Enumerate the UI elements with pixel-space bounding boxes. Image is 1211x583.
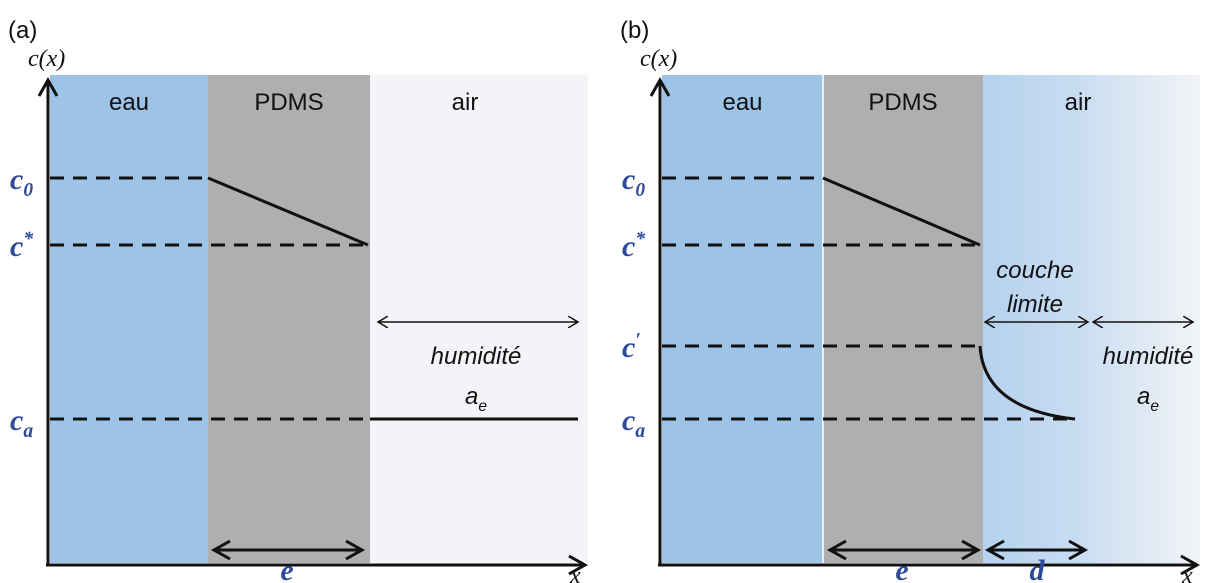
thickness-label: e [895,554,908,583]
panel-label: (b) [620,17,649,44]
region-label: PDMS [868,89,937,116]
level-label-base: c [10,404,23,437]
level-label: c* [622,229,645,263]
region-label: air [452,89,479,116]
humidity-symbol: ae [465,383,487,415]
humidity-symbol-sub: e [478,398,487,415]
y-axis-label: c(x) [28,46,65,72]
level-label-sub: 0 [635,180,645,201]
level-label-base: c [622,163,635,196]
region [823,75,983,563]
level-label: c0 [622,163,645,201]
panel-label: (a) [8,17,37,44]
humidity-label: humidité [431,343,522,370]
level-label: c′ [622,330,641,364]
level-label-base: c [622,404,635,437]
level-label-sub: 0 [23,180,33,201]
region [50,75,208,563]
boundary-profile [978,345,1076,421]
humidity-label: humidité [1103,343,1194,370]
region [370,75,588,563]
boundary-label: limite [1007,291,1063,318]
y-axis-label: c(x) [640,46,677,72]
humidity-symbol: ae [1137,383,1159,415]
level-label-base: c [622,331,635,364]
level-label: ca [622,404,645,442]
level-label: ca [10,404,33,442]
thickness-label: e [280,554,293,583]
region [983,75,1200,563]
level-label-sup: * [635,229,645,250]
humidity-symbol-base: a [1137,383,1150,410]
level-label-base: c [622,230,635,263]
x-axis-label: x [569,563,581,583]
x-axis-label: x [1181,563,1193,583]
panel-b: eau PDMS air(b)c(x)xc0c*c′cacouchelimitehu… [620,17,1201,583]
region-label: eau [109,89,149,116]
level-label-sup: * [23,229,33,250]
level-label-base: c [10,163,23,196]
level-label: c* [10,229,33,263]
region-label: eau [722,89,762,116]
region-label: air [1065,89,1092,116]
pdms-profile [207,176,369,247]
level-label-base: c [10,230,23,263]
humidity-symbol-base: a [465,383,478,410]
level-label-sub: a [635,421,645,442]
pdms-profile [822,176,981,247]
level-label: c0 [10,163,33,201]
level-label-sub: a [23,421,33,442]
boundary-thickness-label: d [1030,554,1046,583]
level-label-sup: ′ [635,330,640,351]
boundary-label: couche [996,257,1073,284]
region [662,75,823,563]
humidity-symbol-sub: e [1150,398,1159,415]
region-label: PDMS [254,89,323,116]
region [208,75,370,563]
